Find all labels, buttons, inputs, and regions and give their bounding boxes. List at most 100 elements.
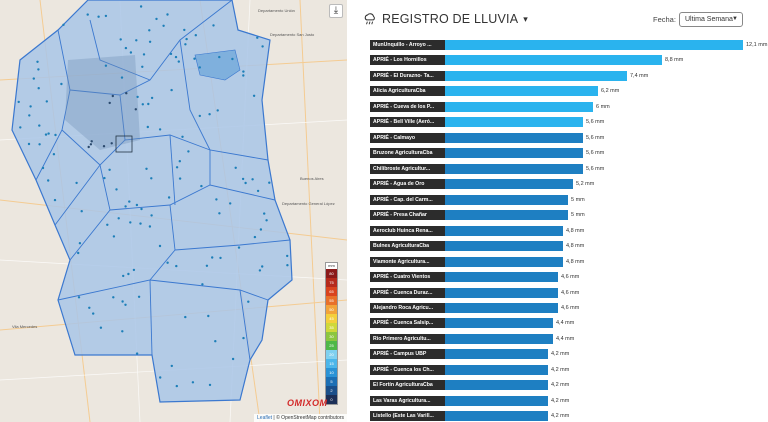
station-marker[interactable]	[194, 34, 197, 37]
station-marker[interactable]	[104, 64, 108, 67]
station-marker[interactable]	[174, 55, 178, 59]
station-row[interactable]: Las Varas Agricultura... 4,2 mm	[370, 394, 768, 409]
station-marker[interactable]	[97, 15, 100, 18]
station-row[interactable]: APRIÉ - Campus UBP 4,2 mm	[370, 347, 768, 362]
station-marker[interactable]	[150, 96, 154, 100]
station-marker[interactable]	[242, 74, 245, 77]
station-marker[interactable]	[124, 303, 127, 306]
station-marker[interactable]	[45, 100, 48, 103]
station-marker[interactable]	[158, 244, 162, 248]
station-marker[interactable]	[135, 352, 139, 355]
station-marker[interactable]	[214, 340, 217, 343]
station-row[interactable]: Alejandro Roca Agricu... 4,6 mm	[370, 301, 768, 316]
leaflet-link[interactable]: Leaflet	[257, 415, 273, 421]
station-row[interactable]: MunUnquillo - Arroyo ... 12,1 mm	[370, 38, 768, 53]
station-marker[interactable]	[141, 103, 144, 106]
station-marker[interactable]	[120, 76, 124, 79]
station-marker[interactable]	[231, 357, 235, 361]
station-marker[interactable]	[145, 167, 148, 170]
station-marker[interactable]	[139, 222, 142, 225]
station-marker[interactable]	[218, 55, 221, 59]
station-marker[interactable]	[166, 261, 169, 264]
station-marker[interactable]	[184, 315, 187, 319]
panel-header[interactable]: REGISTRO DE LLUVIA ▾	[363, 10, 528, 28]
station-row[interactable]: APRIÉ - Cuenca los Ch... 4,2 mm	[370, 363, 768, 378]
station-row[interactable]: Bulnes AgriculturaCba 4,8 mm	[370, 239, 768, 254]
fecha-select[interactable]: Ultima Semana ▼	[679, 12, 743, 27]
station-row[interactable]: Alicia AgriculturaCba 6,2 mm	[370, 84, 768, 99]
station-marker[interactable]	[106, 223, 109, 226]
station-marker[interactable]	[132, 268, 136, 272]
station-marker[interactable]	[102, 145, 106, 148]
station-marker[interactable]	[205, 264, 209, 267]
station-marker[interactable]	[108, 168, 111, 171]
station-marker[interactable]	[135, 39, 138, 42]
station-marker[interactable]	[184, 43, 187, 46]
station-marker[interactable]	[215, 198, 218, 201]
station-marker[interactable]	[104, 14, 108, 18]
station-marker[interactable]	[75, 181, 78, 185]
station-marker[interactable]	[259, 228, 263, 231]
osm-attribution-link[interactable]: © OpenStreetMap contributors	[276, 415, 344, 421]
station-row[interactable]: Rio Primero Agricultu... 4,4 mm	[370, 332, 768, 347]
station-row[interactable]: Bruzone AgriculturaCba 5,6 mm	[370, 146, 768, 161]
station-marker[interactable]	[265, 219, 268, 222]
station-marker[interactable]	[86, 13, 89, 16]
station-marker[interactable]	[112, 296, 115, 299]
station-marker[interactable]	[110, 142, 113, 145]
station-marker[interactable]	[148, 225, 152, 228]
station-marker[interactable]	[41, 166, 45, 170]
station-marker[interactable]	[36, 60, 39, 63]
station-marker[interactable]	[159, 376, 162, 379]
station-marker[interactable]	[108, 101, 111, 105]
station-marker[interactable]	[268, 181, 271, 184]
station-marker[interactable]	[62, 23, 65, 26]
station-marker[interactable]	[52, 153, 56, 156]
station-marker[interactable]	[167, 196, 171, 199]
station-marker[interactable]	[140, 207, 143, 211]
station-marker[interactable]	[111, 94, 115, 98]
station-marker[interactable]	[242, 70, 245, 73]
station-marker[interactable]	[181, 135, 184, 138]
station-marker[interactable]	[183, 28, 186, 32]
station-marker[interactable]	[38, 124, 41, 127]
station-marker[interactable]	[175, 166, 179, 169]
station-marker[interactable]	[187, 150, 190, 153]
station-marker[interactable]	[241, 177, 245, 181]
station-marker[interactable]	[216, 109, 219, 112]
station-marker[interactable]	[208, 113, 211, 116]
station-marker[interactable]	[185, 37, 188, 41]
station-marker[interactable]	[87, 145, 90, 149]
station-marker[interactable]	[237, 246, 241, 249]
station-row[interactable]: APRIÉ - Bell Ville (Aeró... 5,6 mm	[370, 115, 768, 130]
station-marker[interactable]	[198, 66, 201, 69]
station-marker[interactable]	[115, 188, 118, 191]
station-marker[interactable]	[124, 46, 128, 50]
station-marker[interactable]	[261, 45, 264, 48]
station-marker[interactable]	[53, 198, 57, 202]
station-marker[interactable]	[286, 264, 289, 267]
station-row[interactable]: APRIÉ - Cap. del Carm... 5 mm	[370, 193, 768, 208]
station-marker[interactable]	[244, 181, 247, 185]
station-marker[interactable]	[146, 125, 149, 129]
station-row[interactable]: Viamonte Agricultura... 4,8 mm	[370, 255, 768, 270]
station-marker[interactable]	[135, 203, 139, 207]
station-row[interactable]: APRIÉ - Cuatro Vientos 4,6 mm	[370, 270, 768, 285]
station-marker[interactable]	[103, 176, 106, 180]
station-marker[interactable]	[121, 300, 124, 303]
station-row[interactable]: APRIÉ - Cuenca Salsip... 4,4 mm	[370, 316, 768, 331]
station-marker[interactable]	[247, 300, 250, 303]
station-marker[interactable]	[37, 68, 40, 71]
station-marker[interactable]	[170, 88, 173, 92]
station-marker[interactable]	[112, 235, 116, 238]
station-marker[interactable]	[127, 272, 130, 276]
station-row[interactable]: Aeroclub Huinca Rena... 4,8 mm	[370, 224, 768, 239]
station-marker[interactable]	[80, 210, 83, 213]
map-canvas[interactable]: Departamento Unión Departamento San Just…	[0, 0, 347, 422]
station-marker[interactable]	[117, 217, 120, 220]
station-marker[interactable]	[99, 326, 103, 329]
station-marker[interactable]	[147, 102, 150, 106]
station-marker[interactable]	[201, 283, 204, 286]
station-marker[interactable]	[128, 200, 131, 203]
station-marker[interactable]	[27, 142, 31, 146]
